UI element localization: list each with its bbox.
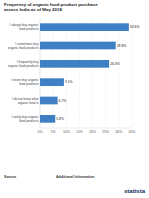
source-label: Source — [4, 175, 16, 179]
bars — [40, 23, 129, 122]
category-label: I always buy organicfood products — [10, 23, 39, 31]
axis-line — [40, 128, 132, 129]
tick-label: 35% — [129, 130, 136, 134]
brand-logo: statista — [124, 188, 146, 194]
grid-line — [66, 18, 67, 128]
tick-label: 15% — [76, 130, 83, 134]
bar — [40, 60, 109, 68]
data-label: 28.8% — [117, 44, 127, 48]
bar — [40, 97, 58, 105]
grid-line — [118, 18, 119, 128]
tick-label: 30% — [115, 130, 122, 134]
chart: Frequency of organic food product purcha… — [0, 0, 149, 198]
category-label: I do not know whatorganic food is — [12, 97, 39, 105]
tick-label: 10% — [63, 130, 70, 134]
tick-label: 5% — [51, 130, 56, 134]
title: Frequency of organic food product purcha… — [4, 2, 98, 12]
data-label: 5.8% — [56, 117, 64, 121]
axis-line — [40, 18, 41, 128]
grid-line — [132, 18, 133, 128]
additional-info-label: Additional Information — [56, 175, 94, 179]
tick-label: 20% — [89, 130, 96, 134]
grid-line — [92, 18, 93, 128]
bar — [40, 78, 64, 86]
grid-line — [53, 18, 54, 128]
bar — [40, 23, 129, 31]
grid-line — [79, 18, 80, 128]
tick-label: 25% — [102, 130, 109, 134]
grid-line — [40, 18, 41, 128]
category-label: I frequently buyorganic food products — [8, 60, 39, 68]
bar — [40, 42, 116, 50]
data-label: 33.8% — [130, 25, 140, 29]
category-label: I never buy organicfood products — [11, 78, 39, 86]
tick-label: 0% — [38, 130, 43, 134]
category-label: I sometimes buyorganic food products — [8, 42, 39, 50]
data-label: 6.7% — [59, 99, 67, 103]
grid-line — [105, 18, 106, 128]
data-label: 9.1% — [65, 80, 73, 84]
bar — [40, 115, 55, 123]
category-label: I rarely buy organicfood products — [11, 115, 39, 123]
data-label: 26.3% — [110, 62, 120, 66]
